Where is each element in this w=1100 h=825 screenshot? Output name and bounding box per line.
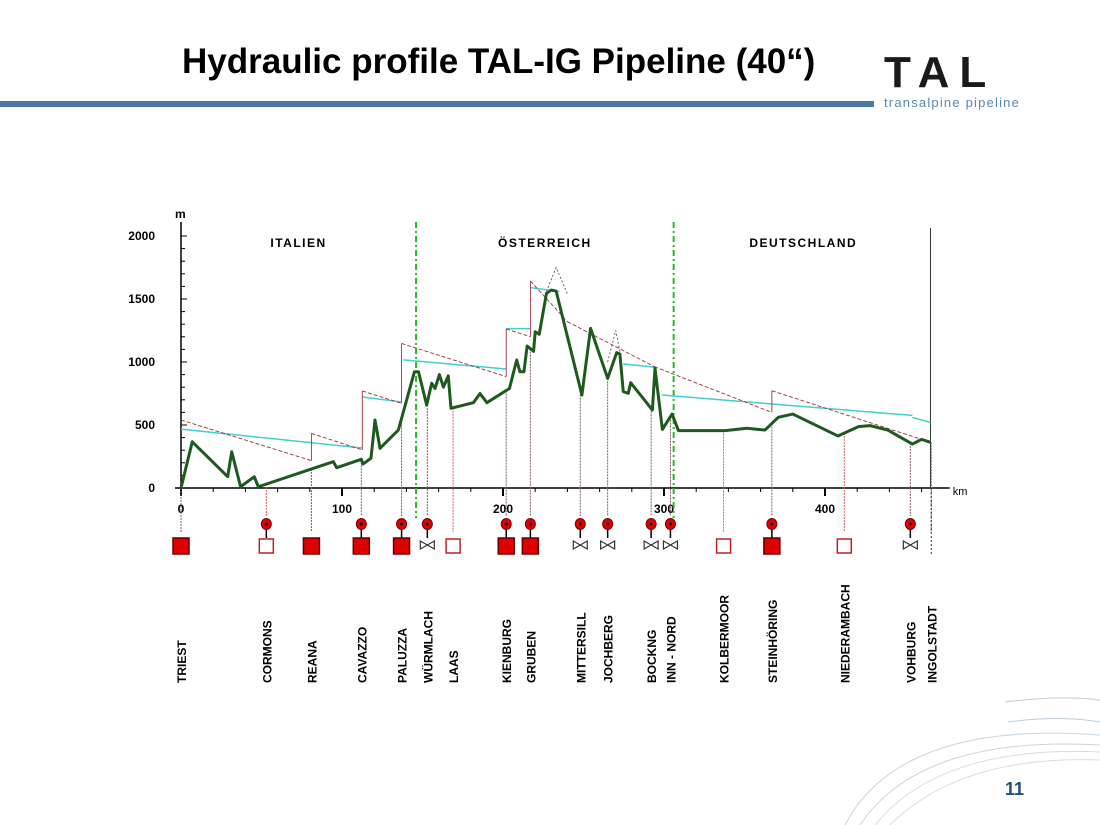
station-label: INN - NORD <box>664 616 678 683</box>
pump-station-icon <box>521 537 540 555</box>
station-indicator-dot <box>649 522 653 526</box>
station-indicator-dot <box>668 522 672 526</box>
operating-gradient-line <box>623 363 656 369</box>
station-label: MITTERSILL <box>574 612 588 683</box>
station-indicator-dot <box>908 522 912 526</box>
station-label: CORMONS <box>260 620 274 683</box>
operating-gradient-line <box>661 394 913 417</box>
station-label: NIEDERAMBACH <box>838 584 852 683</box>
station-indicator-dot <box>528 522 532 526</box>
delivery-station-icon <box>445 538 461 554</box>
max-gradient-line <box>362 390 402 404</box>
slide-title: Hydraulic profile TAL-IG Pipeline (40“) <box>182 42 816 81</box>
region-label: ÖSTERREICH <box>498 235 592 250</box>
station-label: TRIEST <box>175 640 189 683</box>
max-gradient-line <box>401 343 507 378</box>
max-gradient-line <box>180 419 312 462</box>
y-tick-label: 1000 <box>128 355 155 369</box>
station-indicator-dot <box>770 522 774 526</box>
station-indicator-dot <box>264 522 268 526</box>
pump-station-icon <box>352 537 371 555</box>
static-head-peak-line <box>607 330 621 363</box>
operating-gradient-line <box>403 359 507 370</box>
valve-icon <box>419 539 435 551</box>
station-label: VOHBURG <box>904 622 918 683</box>
max-gradient-line <box>567 321 655 368</box>
max-gradient-line <box>311 433 363 451</box>
station-indicator-dot <box>504 522 508 526</box>
x-axis-label: km <box>953 486 968 498</box>
valve-icon <box>643 539 659 551</box>
pump-station-icon <box>172 537 190 555</box>
elevation-profile-line <box>179 288 931 489</box>
delivery-station-icon <box>258 538 275 554</box>
page-number: 11 <box>1005 779 1025 799</box>
station-label: KOLBERMOOR <box>718 595 732 683</box>
station-indicator-dot <box>400 522 404 526</box>
pump-station-icon <box>497 537 515 555</box>
station-indicator-dot <box>359 522 363 526</box>
delivery-station-icon <box>836 538 853 554</box>
pump-station-icon <box>763 537 781 555</box>
tal-logo: TAL <box>884 48 997 97</box>
title-rule <box>0 101 874 107</box>
y-tick-label: 2000 <box>128 229 155 243</box>
station-label: CAVAZZO <box>355 627 369 683</box>
region-label: DEUTSCHLAND <box>749 236 857 250</box>
tal-logo-subtitle: transalpine pipeline <box>884 95 1021 110</box>
station-indicator-dot <box>606 522 610 526</box>
valve-icon <box>902 539 918 551</box>
station-label: GRUBEN <box>524 631 538 683</box>
pump-station-icon <box>392 537 411 555</box>
station-label: KIENBURG <box>500 619 514 683</box>
max-gradient-line <box>654 366 773 413</box>
station-label: STEINHÖRING <box>765 600 780 683</box>
station-label: WÜRMLACH <box>420 611 435 683</box>
operating-gradient-line <box>912 416 931 424</box>
y-tick-label: 1500 <box>128 292 155 306</box>
station-label: INGOLSTADT <box>925 605 939 683</box>
pump-station-icon <box>302 537 321 555</box>
station-indicator-dot <box>425 522 429 526</box>
valve-icon <box>600 539 616 551</box>
region-label: ITALIEN <box>270 236 326 250</box>
max-gradient-line <box>771 390 931 443</box>
operating-gradient-line <box>362 396 402 403</box>
station-label: REANA <box>305 640 319 683</box>
y-tick-label: 500 <box>135 418 155 432</box>
y-axis-label: m <box>175 207 186 221</box>
operating-gradient-line <box>180 428 363 449</box>
static-head-peak-line <box>546 266 568 295</box>
station-label: LAAS <box>447 650 461 683</box>
y-tick-label: 0 <box>148 481 155 495</box>
station-label: JOCHBERG <box>602 615 616 683</box>
delivery-station-icon <box>715 538 732 554</box>
valve-icon <box>662 539 679 551</box>
decorative-arcs <box>844 697 1100 825</box>
station-indicator-dot <box>578 522 582 526</box>
station-label: PALUZZA <box>396 628 410 683</box>
x-tick-label: 200 <box>493 502 513 516</box>
max-gradient-line <box>506 328 531 338</box>
x-tick-label: 100 <box>332 502 352 516</box>
valve-icon <box>572 539 588 551</box>
x-tick-label: 300 <box>654 502 674 516</box>
station-label: BOCKNG <box>645 630 659 683</box>
x-tick-label: 400 <box>815 502 835 516</box>
